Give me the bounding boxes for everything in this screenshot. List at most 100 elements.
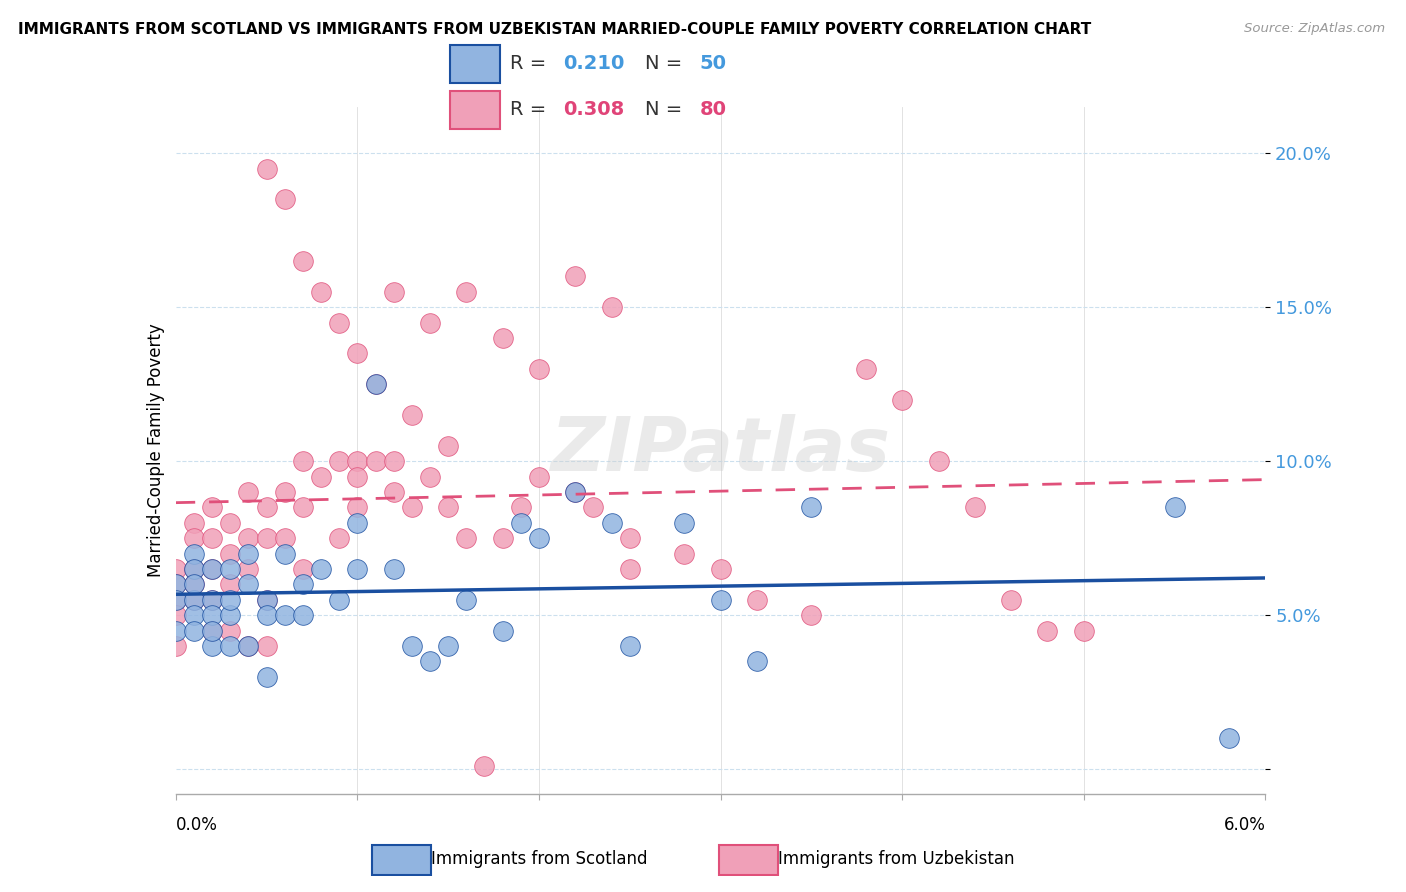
- Point: [201, 562, 224, 576]
- Point: [165, 577, 187, 591]
- Point: [256, 500, 278, 515]
- Point: [564, 485, 586, 500]
- Point: [401, 500, 423, 515]
- Point: [291, 562, 314, 576]
- Point: [401, 408, 423, 422]
- Point: [219, 577, 242, 591]
- Point: [328, 454, 350, 468]
- Point: [219, 639, 242, 653]
- Point: [619, 562, 641, 576]
- Text: N =: N =: [645, 100, 689, 119]
- Point: [1073, 624, 1095, 638]
- Point: [346, 500, 368, 515]
- Point: [238, 639, 260, 653]
- Point: [219, 562, 242, 576]
- Point: [183, 577, 205, 591]
- Point: [256, 670, 278, 684]
- Point: [456, 285, 478, 299]
- Point: [346, 346, 368, 360]
- Point: [238, 562, 260, 576]
- Point: [183, 562, 205, 576]
- Point: [274, 193, 297, 207]
- Text: Immigrants from Scotland: Immigrants from Scotland: [432, 850, 648, 868]
- Point: [600, 516, 623, 530]
- Y-axis label: Married-Couple Family Poverty: Married-Couple Family Poverty: [146, 324, 165, 577]
- Point: [291, 254, 314, 268]
- Point: [183, 577, 205, 591]
- Point: [855, 361, 877, 376]
- Point: [256, 592, 278, 607]
- Point: [891, 392, 914, 407]
- Point: [201, 639, 224, 653]
- Text: N =: N =: [645, 54, 689, 73]
- Text: 6.0%: 6.0%: [1223, 816, 1265, 834]
- Point: [527, 469, 550, 483]
- FancyBboxPatch shape: [373, 845, 432, 874]
- Point: [419, 469, 441, 483]
- Point: [745, 592, 768, 607]
- Point: [346, 516, 368, 530]
- Point: [437, 639, 460, 653]
- Point: [165, 608, 187, 623]
- Point: [382, 562, 405, 576]
- Point: [437, 500, 460, 515]
- Point: [183, 624, 205, 638]
- Point: [201, 592, 224, 607]
- Point: [619, 639, 641, 653]
- Point: [328, 316, 350, 330]
- Text: R =: R =: [510, 54, 553, 73]
- Point: [600, 300, 623, 314]
- Point: [710, 592, 733, 607]
- Point: [492, 624, 515, 638]
- Point: [346, 454, 368, 468]
- Point: [401, 639, 423, 653]
- Point: [419, 655, 441, 669]
- Point: [291, 500, 314, 515]
- Text: 80: 80: [699, 100, 727, 119]
- Point: [201, 608, 224, 623]
- Point: [183, 562, 205, 576]
- Point: [619, 531, 641, 545]
- Point: [673, 516, 696, 530]
- Point: [382, 285, 405, 299]
- Point: [328, 592, 350, 607]
- Point: [800, 608, 823, 623]
- Text: 0.0%: 0.0%: [176, 816, 218, 834]
- Point: [928, 454, 950, 468]
- Point: [183, 531, 205, 545]
- Point: [165, 624, 187, 638]
- Point: [382, 454, 405, 468]
- Point: [238, 577, 260, 591]
- Point: [201, 531, 224, 545]
- Point: [710, 562, 733, 576]
- Point: [165, 592, 187, 607]
- Point: [256, 639, 278, 653]
- Point: [183, 516, 205, 530]
- Point: [256, 531, 278, 545]
- Point: [364, 377, 387, 392]
- Point: [527, 531, 550, 545]
- Point: [328, 531, 350, 545]
- FancyBboxPatch shape: [450, 91, 501, 129]
- Point: [419, 316, 441, 330]
- Point: [256, 608, 278, 623]
- Point: [165, 562, 187, 576]
- Point: [474, 759, 496, 773]
- Point: [291, 577, 314, 591]
- FancyBboxPatch shape: [718, 845, 778, 874]
- Text: 0.308: 0.308: [562, 100, 624, 119]
- Text: IMMIGRANTS FROM SCOTLAND VS IMMIGRANTS FROM UZBEKISTAN MARRIED-COUPLE FAMILY POV: IMMIGRANTS FROM SCOTLAND VS IMMIGRANTS F…: [18, 22, 1091, 37]
- Point: [509, 500, 531, 515]
- Point: [456, 592, 478, 607]
- Point: [238, 639, 260, 653]
- Point: [382, 485, 405, 500]
- Point: [437, 439, 460, 453]
- Point: [745, 655, 768, 669]
- Point: [364, 377, 387, 392]
- Point: [673, 547, 696, 561]
- Point: [219, 608, 242, 623]
- Point: [256, 592, 278, 607]
- Point: [291, 454, 314, 468]
- Point: [1000, 592, 1022, 607]
- Point: [165, 639, 187, 653]
